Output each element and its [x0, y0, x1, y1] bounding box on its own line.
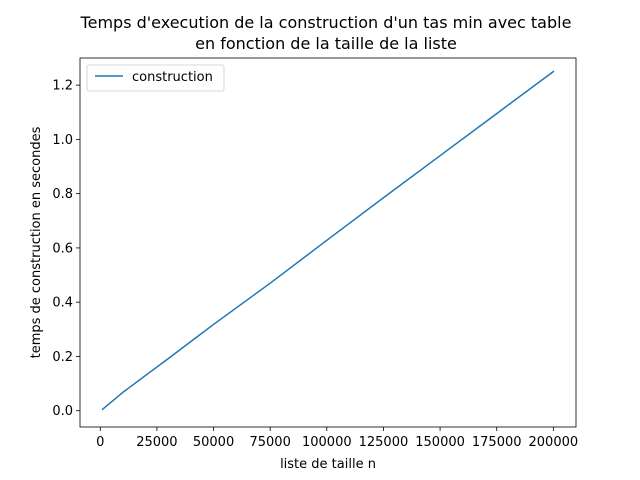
- y-tick-label: 0.4: [52, 296, 73, 311]
- series-lines: [101, 70, 555, 411]
- x-tick-label: 125000: [359, 435, 409, 450]
- series-line-construction: [101, 70, 555, 411]
- y-tick-label: 1.2: [52, 79, 73, 94]
- x-tick-label: 50000: [193, 435, 234, 450]
- chart-title-line: en fonction de la taille de la liste: [195, 34, 457, 53]
- x-tick-label: 100000: [302, 435, 352, 450]
- x-tick-label: 200000: [529, 435, 579, 450]
- plot-area: [79, 57, 577, 428]
- y-tick-label: 0.6: [52, 241, 73, 256]
- x-axis: 0 25000 50000 75000 100000 125000 150000 175000…: [96, 427, 578, 450]
- legend: construction: [86, 64, 225, 92]
- chart-title-line: Temps d'execution de la construction d'u…: [80, 13, 572, 32]
- y-tick-label: 1.0: [52, 133, 73, 148]
- chart-title: Temps d'execution de la construction d'u…: [80, 13, 572, 53]
- x-tick-label: 0: [96, 435, 104, 450]
- x-tick-label: 75000: [249, 435, 290, 450]
- y-tick-label: 0.2: [52, 350, 73, 365]
- x-axis-label: liste de taille n: [280, 457, 376, 472]
- legend-box: [86, 64, 225, 92]
- legend-label-construction: construction: [132, 70, 213, 85]
- y-tick-label: 0.0: [52, 404, 73, 419]
- y-axis-label: temps de construction en secondes: [29, 126, 44, 358]
- x-tick-label: 150000: [415, 435, 465, 450]
- y-axis: 0.0 0.2 0.4 0.6 0.8 1.0 1.2: [52, 79, 80, 419]
- y-tick-label: 0.8: [52, 187, 73, 202]
- x-tick-label: 175000: [472, 435, 522, 450]
- x-tick-label: 25000: [136, 435, 177, 450]
